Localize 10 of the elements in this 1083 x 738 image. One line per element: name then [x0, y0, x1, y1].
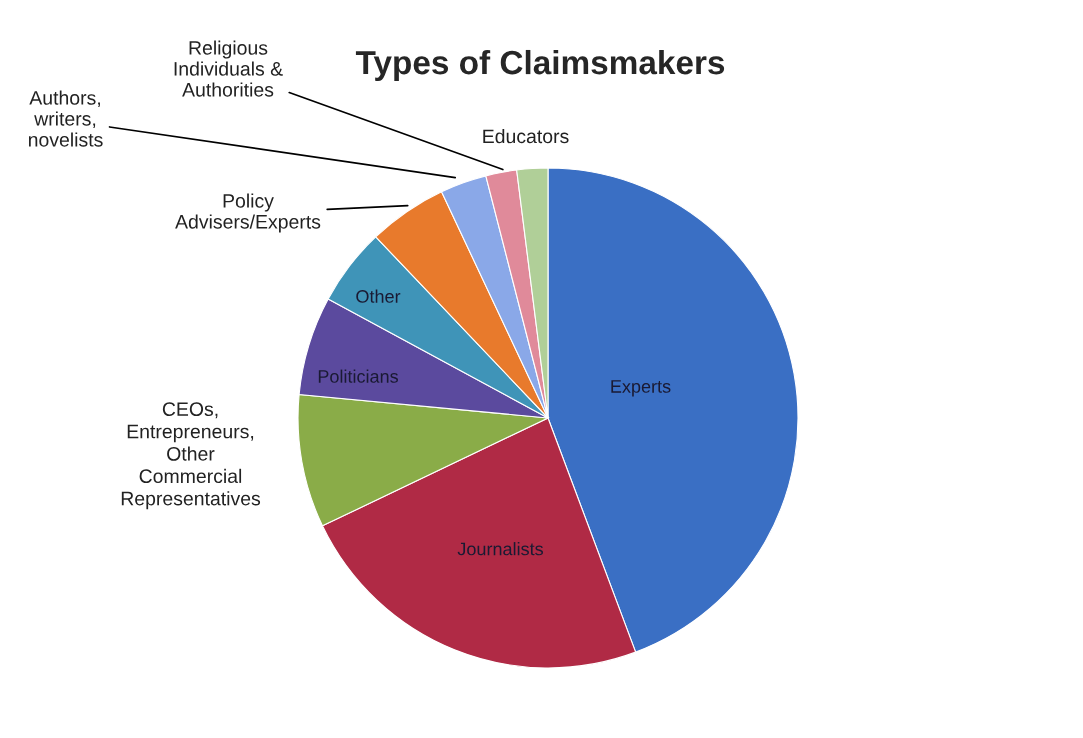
- slice-label: Politicians: [318, 369, 398, 383]
- slice-label: Journalists: [457, 542, 543, 556]
- slice-label: Policy Advisers/Experts: [175, 193, 321, 233]
- slice-label: Religious Individuals & Authorities: [174, 40, 283, 97]
- slice-label: Experts: [611, 380, 671, 397]
- slice-label: CEOs, Entrepreneurs, Other Commercial Representatives: [121, 402, 261, 510]
- slice-label: Other: [356, 289, 401, 303]
- slice-label: Authors, writers, novelists: [28, 90, 103, 147]
- slice-label: Educators: [483, 128, 569, 144]
- chart-title: Types of Claimsmakers: [355, 49, 725, 82]
